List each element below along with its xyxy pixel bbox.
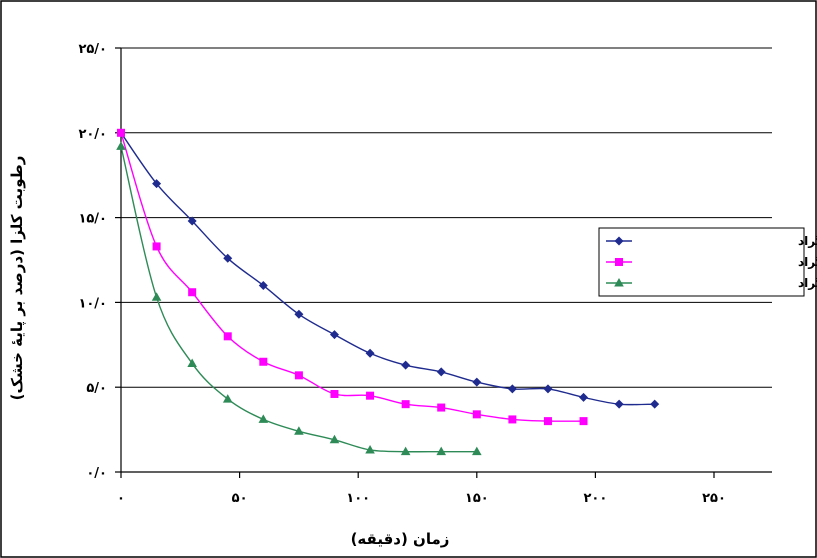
legend-marker-2 [614, 278, 624, 287]
series-0-point-7 [365, 348, 375, 358]
legend-label-2: دمای ۶۰ درجهٔ سانتی‌گراد [798, 276, 817, 290]
series-0-point-2 [187, 216, 197, 226]
y-tick-label-4: ۲۰/۰ [78, 127, 107, 142]
series-1-point-1 [152, 242, 161, 251]
series-2-point-1 [151, 292, 162, 301]
series-1-point-12 [543, 417, 552, 426]
series-2-point-10 [472, 446, 482, 456]
gridlines [121, 47, 772, 388]
series-1-point-0 [117, 128, 125, 137]
y-axis-title: رطوبت کلزا (درصد بر پایهٔ خشک) [8, 156, 27, 401]
series-2-point-4 [258, 414, 269, 423]
legend-box [598, 227, 805, 297]
series-0-point-9 [436, 367, 446, 377]
series-1-point-9 [437, 403, 446, 412]
series-2-point-3 [222, 394, 233, 403]
y-tick-label-3: ۱۵/۰ [78, 212, 107, 227]
series-0-point-14 [614, 399, 624, 409]
series-1 [117, 128, 588, 426]
series-0-point-1 [152, 179, 162, 189]
x-tick-label-2: ۱۰۰ [346, 491, 370, 506]
series-1-point-8 [401, 400, 410, 409]
legend-label-0: دمای ۴۰ درجهٔ سانتی‌گراد [798, 234, 817, 248]
series-1-point-5 [294, 371, 303, 380]
series-1-point-4 [259, 357, 268, 366]
legend-label-1: دمای ۵۰ درجهٔ سانتی‌گراد [798, 255, 817, 269]
legend-marker-0 [614, 236, 624, 246]
series-2-point-2 [187, 358, 197, 367]
series-2-point-9 [436, 446, 447, 456]
series-0-point-3 [223, 253, 233, 263]
series-2-point-6 [329, 434, 340, 444]
series-1-point-11 [508, 415, 517, 424]
y-tick-label-2: ۱۰/۰ [78, 296, 107, 311]
series-line-2 [120, 146, 477, 453]
series-2-point-0 [116, 141, 126, 150]
y-tick-label-5: ۲۵/۰ [78, 42, 107, 57]
series-0-point-8 [401, 360, 411, 370]
legend: دمای ۴۰ درجهٔ سانتی‌گراد دمای ۵۰ درجهٔ سا… [598, 227, 817, 297]
x-tick-labels: ۰ ۵۰ ۱۰۰ ۱۵۰ ۲۰۰ ۲۵۰ [117, 472, 726, 506]
series-2 [116, 141, 482, 456]
series-2-point-8 [400, 446, 411, 456]
y-tick-label-0: ۰/۰ [86, 466, 107, 481]
series-1-point-10 [472, 410, 481, 419]
series-0-point-13 [579, 392, 589, 402]
series-0 [116, 128, 660, 409]
series-0-point-10 [472, 377, 482, 387]
x-tick-label-3: ۱۵۰ [465, 491, 489, 506]
series-0-point-5 [294, 309, 304, 319]
series-line-0 [120, 132, 655, 406]
series-0-point-12 [543, 384, 553, 394]
x-tick-label-4: ۲۰۰ [583, 491, 607, 506]
series-2-point-5 [294, 426, 304, 435]
series-1-point-3 [223, 332, 232, 341]
y-tick-label-1: ۵/۰ [86, 381, 107, 396]
series-0-point-15 [650, 399, 660, 409]
series-1-point-6 [330, 389, 339, 398]
series-1-point-7 [366, 391, 375, 400]
x-tick-label-0: ۰ [117, 491, 125, 506]
series-1-point-13 [579, 417, 588, 426]
series-0-point-11 [507, 384, 517, 394]
series-0-point-4 [258, 280, 268, 290]
legend-marker-1 [615, 258, 623, 266]
x-axis-title: زمان (دقیقه) [351, 530, 450, 548]
series-2-point-7 [365, 444, 375, 454]
x-tick-label-1: ۵۰ [232, 491, 248, 506]
series-1-point-2 [188, 288, 197, 297]
x-tick-label-5: ۲۵۰ [702, 491, 726, 506]
series-layer [116, 128, 660, 456]
series-0-point-6 [329, 330, 339, 340]
